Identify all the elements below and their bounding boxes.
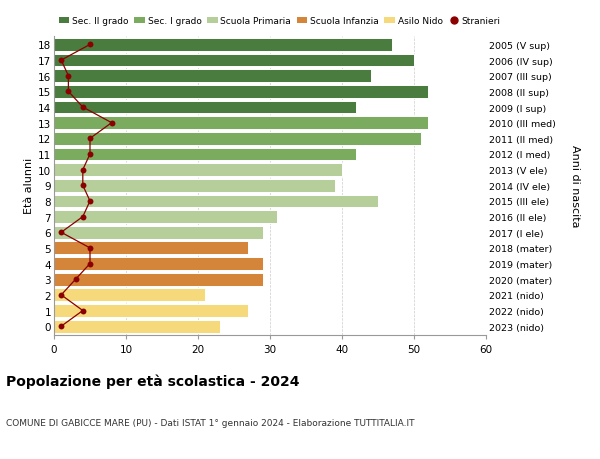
Point bbox=[56, 291, 66, 299]
Point bbox=[78, 104, 88, 112]
Point bbox=[85, 198, 95, 205]
Bar bbox=[54, 226, 263, 239]
Point bbox=[78, 307, 88, 314]
Point bbox=[78, 182, 88, 190]
Bar bbox=[54, 304, 248, 317]
Text: COMUNE DI GABICCE MARE (PU) - Dati ISTAT 1° gennaio 2024 - Elaborazione TUTTITAL: COMUNE DI GABICCE MARE (PU) - Dati ISTAT… bbox=[6, 418, 415, 427]
Point bbox=[78, 167, 88, 174]
Point bbox=[56, 229, 66, 236]
Bar bbox=[54, 320, 220, 333]
Point bbox=[56, 323, 66, 330]
Y-axis label: Anni di nascita: Anni di nascita bbox=[569, 145, 580, 227]
Bar bbox=[54, 101, 356, 114]
Bar bbox=[54, 211, 277, 224]
Bar bbox=[54, 273, 263, 286]
Bar bbox=[54, 179, 335, 192]
Point bbox=[85, 135, 95, 143]
Point bbox=[56, 57, 66, 65]
Point bbox=[71, 276, 80, 283]
Point bbox=[85, 245, 95, 252]
Point bbox=[64, 89, 73, 96]
Bar bbox=[54, 55, 414, 67]
Point bbox=[85, 42, 95, 49]
Bar bbox=[54, 242, 248, 255]
Bar bbox=[54, 289, 205, 302]
Legend: Sec. II grado, Sec. I grado, Scuola Primaria, Scuola Infanzia, Asilo Nido, Stran: Sec. II grado, Sec. I grado, Scuola Prim… bbox=[59, 17, 501, 26]
Bar bbox=[54, 117, 428, 130]
Bar bbox=[54, 257, 263, 270]
Point bbox=[107, 120, 116, 127]
Point bbox=[64, 73, 73, 80]
Bar bbox=[54, 70, 371, 83]
Bar bbox=[54, 133, 421, 146]
Y-axis label: Età alunni: Età alunni bbox=[24, 158, 34, 214]
Text: Popolazione per età scolastica - 2024: Popolazione per età scolastica - 2024 bbox=[6, 374, 299, 389]
Bar bbox=[54, 164, 342, 177]
Bar bbox=[54, 39, 392, 52]
Bar bbox=[54, 148, 356, 161]
Bar bbox=[54, 86, 428, 99]
Point bbox=[78, 213, 88, 221]
Bar bbox=[54, 195, 378, 208]
Point bbox=[85, 260, 95, 268]
Point bbox=[85, 151, 95, 158]
